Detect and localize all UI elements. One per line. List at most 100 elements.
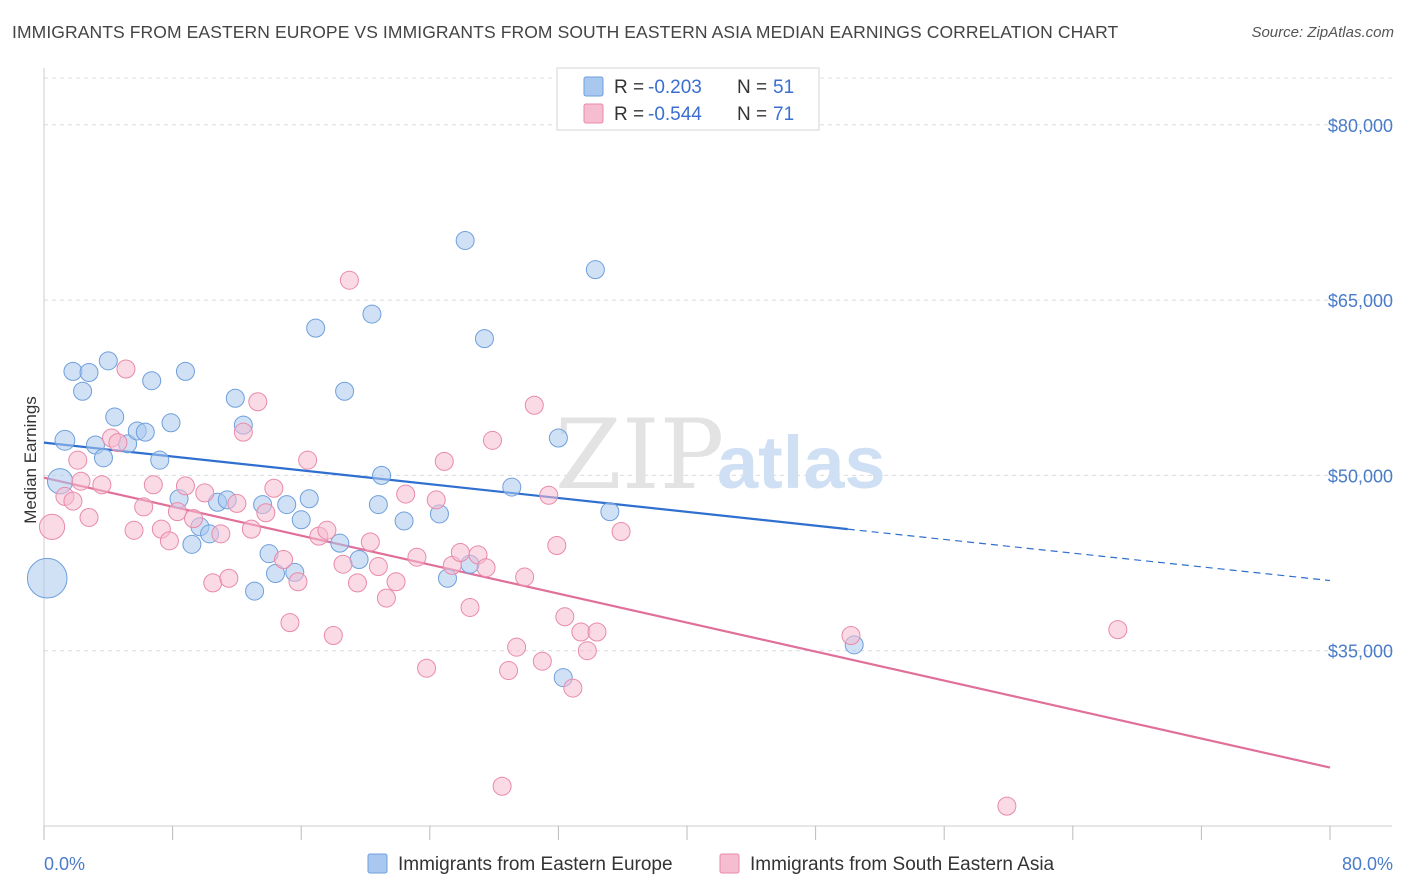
pink-data-point: [79, 507, 99, 527]
legend-r-label: R =: [614, 104, 644, 125]
pink-data-point: [460, 597, 480, 617]
grid-lines: [44, 77, 1392, 652]
legend-n-label: N =: [737, 104, 767, 125]
blue-data-point: [362, 304, 382, 324]
legend: R = -0.203 N = 51 R = -0.544 N = 71: [556, 67, 820, 131]
x-tick-label: 0.0%: [44, 854, 85, 874]
blue-data-point: [291, 510, 311, 530]
pink-data-point: [426, 490, 446, 510]
bottom-legend-label: Immigrants from Eastern Europe: [398, 854, 673, 875]
pink-data-point: [256, 503, 276, 523]
pink-data-point: [143, 475, 163, 495]
blue-data-point: [335, 381, 355, 401]
pink-data-point: [577, 641, 597, 661]
pink-data-point: [450, 543, 470, 563]
pink-trend-line: [43, 476, 1331, 769]
pink-data-point: [507, 637, 527, 657]
pink-data-point: [555, 607, 575, 627]
blue-data-point: [277, 495, 297, 515]
blue-data-point: [73, 381, 93, 401]
y-tick-label: $65,000: [1328, 291, 1393, 311]
blue-data-point: [161, 413, 181, 433]
pink-data-point: [280, 613, 300, 633]
blue-data-point: [394, 511, 414, 531]
blue-data-point: [455, 230, 475, 250]
blue-data-point: [175, 361, 195, 381]
blue-data-point: [54, 429, 76, 451]
pink-data-point: [159, 531, 179, 551]
tick-labels: $35,000 $50,000 $65,000 $80,000 0.0% 80.0%: [44, 116, 1393, 874]
pink-data-point: [233, 422, 253, 442]
bottom-legend: Immigrants from Eastern Europe Immigrant…: [367, 853, 1055, 875]
pink-data-point: [611, 521, 631, 541]
legend-n-value: 51: [773, 77, 794, 98]
pink-data-point: [195, 483, 215, 503]
legend-r-label: R =: [614, 77, 644, 98]
y-tick-label: $50,000: [1328, 466, 1393, 486]
legend-r-value: -0.203: [648, 77, 702, 98]
pink-data-point: [547, 536, 567, 555]
pink-data-point: [376, 588, 396, 608]
blue-data-point: [150, 450, 170, 470]
chart-source: Source: ZipAtlas.com: [1251, 24, 1394, 41]
pink-data-point: [386, 572, 406, 592]
pink-data-point: [339, 270, 359, 290]
blue-data-point: [98, 351, 118, 371]
pink-data-point: [108, 433, 128, 453]
bottom-legend-label: Immigrants from South Eastern Asia: [750, 854, 1055, 875]
pink-data-point: [116, 359, 136, 379]
blue-data-point: [245, 581, 265, 601]
pink-data-point: [515, 567, 535, 587]
legend-swatch-blue: [583, 76, 604, 97]
pink-data-point: [241, 519, 261, 539]
pink-data-point: [476, 558, 496, 578]
pink-data-point: [68, 450, 88, 470]
blue-data-point: [299, 489, 319, 509]
pink-data-point: [175, 476, 195, 496]
pink-data-point: [532, 651, 552, 671]
legend-n-value: 71: [773, 104, 794, 125]
blue-data-point: [26, 557, 68, 599]
watermark-zip: ZIP: [555, 399, 724, 511]
pink-data-point: [298, 450, 318, 470]
watermark: ZIP atlas: [555, 399, 886, 511]
pink-data-point: [360, 532, 380, 552]
pink-data-point: [524, 395, 544, 415]
pink-data-point: [587, 622, 607, 642]
pink-data-point: [248, 392, 268, 412]
scatter-points: [26, 230, 1128, 816]
pink-data-point: [92, 475, 112, 495]
blue-data-point: [182, 534, 202, 554]
blue-data-point: [372, 465, 392, 485]
blue-data-point: [142, 371, 162, 391]
pink-data-point: [124, 520, 144, 540]
pink-data-point: [167, 502, 187, 522]
pink-data-point: [211, 524, 231, 544]
pink-data-point: [539, 485, 559, 505]
pink-data-point: [841, 625, 861, 645]
blue-data-point: [502, 477, 522, 497]
blue-data-point: [306, 318, 326, 338]
pink-data-point: [264, 478, 284, 498]
blue-data-point: [105, 407, 125, 427]
pink-data-point: [333, 554, 353, 574]
pink-data-point: [417, 658, 437, 678]
axes: [43, 68, 1392, 840]
pink-data-point: [997, 796, 1017, 816]
pink-data-point: [274, 550, 294, 570]
blue-data-point: [63, 361, 83, 381]
blue-trend-extension: [847, 528, 1331, 582]
legend-swatch-pink: [583, 103, 604, 124]
pink-data-point: [499, 661, 519, 681]
blue-data-point: [330, 533, 350, 553]
blue-data-point: [349, 550, 369, 570]
blue-data-point: [474, 329, 494, 349]
blue-trend-line: [43, 441, 848, 531]
pink-data-point: [407, 547, 427, 567]
pink-data-point: [571, 622, 591, 642]
pink-data-point: [482, 430, 502, 450]
pink-data-point: [71, 471, 91, 491]
pink-data-point: [323, 625, 343, 645]
pink-data-point: [1108, 620, 1128, 640]
